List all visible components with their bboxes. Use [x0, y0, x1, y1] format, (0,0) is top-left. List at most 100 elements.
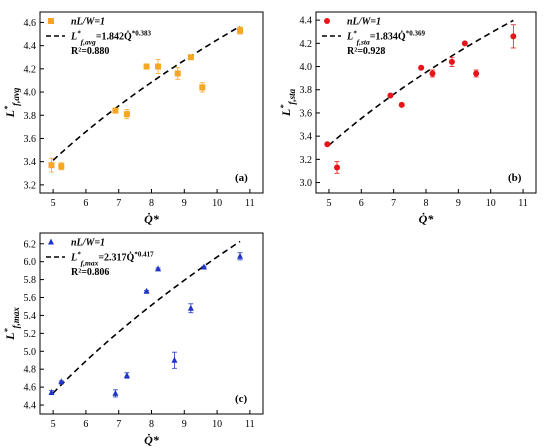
x-tick-label: 9 — [182, 198, 187, 209]
y-tick-label: 4.2 — [300, 39, 313, 50]
x-tick-label: 8 — [424, 198, 429, 209]
x-tick-label: 11 — [245, 419, 255, 430]
legend-series-label: nL/W=1 — [71, 17, 105, 28]
data-point — [461, 40, 468, 47]
data-point — [199, 84, 206, 91]
x-tick-label: 11 — [245, 198, 255, 209]
y-tick-label: 3.8 — [24, 111, 37, 122]
fit-curve — [328, 19, 514, 146]
x-tick-label: 6 — [83, 198, 88, 209]
x-tick-label: 7 — [116, 198, 121, 209]
data-point — [155, 265, 162, 272]
x-tick-label: 5 — [51, 419, 56, 430]
y-tick-label: 3.6 — [24, 134, 37, 145]
y-tick-label: 5.6 — [24, 293, 37, 304]
x-axis-label: Q̇* — [144, 433, 160, 447]
legend-r-squared: R²=0.880 — [71, 46, 109, 57]
fit-curve — [52, 25, 241, 161]
x-axis-label: Q̇* — [419, 212, 435, 226]
data-point — [448, 58, 455, 65]
y-tick-label: 3.6 — [300, 108, 313, 119]
data-point — [237, 27, 244, 34]
y-tick-label: 6.0 — [24, 257, 37, 268]
panel-label: (a) — [235, 172, 248, 184]
data-point — [155, 63, 162, 70]
legend-fit-equation: L*f,avg=1.842Q̇*0.383 — [70, 30, 152, 47]
panel-label: (b) — [508, 172, 522, 184]
y-tick-label: 4.8 — [24, 365, 37, 376]
x-tick-label: 8 — [149, 419, 154, 430]
x-tick-label: 6 — [83, 419, 88, 430]
legend-marker — [48, 18, 54, 24]
x-tick-label: 6 — [359, 198, 364, 209]
fit-curve — [52, 240, 241, 394]
data-point — [429, 70, 436, 77]
data-point — [510, 33, 517, 40]
y-tick-label: 5.2 — [24, 329, 37, 340]
data-point — [58, 163, 65, 170]
data-point — [123, 371, 130, 378]
data-point — [418, 64, 425, 71]
data-point — [187, 304, 194, 311]
legend-marker — [324, 18, 330, 24]
legend-marker — [48, 238, 54, 245]
panel-c: 5 6 7 8 9 10 11 4.4 4.6 4.8 5.0 5.2 5.4 5.6 5.8 6.0 6.2 Q… — [3, 232, 264, 447]
x-tick-label: 10 — [212, 419, 222, 430]
legend-r-squared: R²=0.806 — [71, 267, 109, 278]
data-point — [334, 164, 341, 171]
legend-fit-equation: L*f,sta=1.834Q̇*0.369 — [346, 30, 425, 47]
x-tick-label: 5 — [326, 198, 331, 209]
legend-series-label: nL/W=1 — [347, 17, 381, 28]
data-point — [174, 70, 181, 77]
y-tick-label: 3.4 — [24, 157, 37, 168]
data-point — [58, 378, 65, 385]
y-tick-label: 4.0 — [24, 88, 37, 99]
legend-r-squared: R²=0.928 — [347, 46, 385, 57]
data-point — [237, 252, 244, 259]
y-tick-label: 3.2 — [24, 180, 37, 191]
x-tick-label: 5 — [51, 198, 56, 209]
data-point — [112, 389, 119, 396]
y-tick-label: 4.6 — [24, 18, 37, 29]
data-point — [112, 107, 119, 114]
data-point — [398, 101, 405, 108]
panel-b: 5 6 7 8 9 10 11 3.0 3.2 3.4 3.6 3.8 4.0 4.2 4.4 Q̇* L*f,… — [279, 11, 537, 226]
x-tick-label: 7 — [391, 198, 396, 209]
data-point — [48, 162, 55, 169]
data-point — [171, 356, 178, 363]
x-tick-label: 7 — [116, 419, 121, 430]
y-tick-label: 5.4 — [24, 311, 37, 322]
y-axis-label: L*f,max — [3, 307, 22, 341]
data-point — [200, 263, 207, 270]
y-tick-label: 4.4 — [300, 16, 313, 27]
y-tick-label: 3.0 — [300, 178, 313, 189]
y-tick-label: 4.4 — [24, 401, 37, 412]
y-tick-label: 6.2 — [24, 239, 37, 250]
data-point — [48, 388, 55, 395]
data-point — [123, 111, 130, 118]
data-point — [143, 63, 150, 70]
panel-label: (c) — [235, 393, 248, 405]
y-tick-label: 4.6 — [24, 383, 37, 394]
x-tick-label: 9 — [182, 419, 187, 430]
y-tick-label: 4.0 — [300, 62, 313, 73]
data-point — [387, 92, 394, 99]
x-axis-label: Q̇* — [144, 212, 160, 226]
y-tick-label: 3.8 — [300, 85, 313, 96]
legend-fit-equation: L*f,max=2.317Q̇*0.417 — [70, 251, 154, 268]
y-axis-label: L*f,avg — [3, 87, 22, 118]
y-tick-label: 4.4 — [24, 41, 37, 52]
x-tick-label: 10 — [212, 198, 222, 209]
y-tick-label: 5.8 — [24, 275, 37, 286]
data-point — [187, 54, 194, 61]
x-tick-label: 10 — [486, 198, 496, 209]
data-point — [324, 141, 331, 148]
y-tick-label: 4.2 — [24, 64, 37, 75]
y-tick-label: 3.4 — [300, 132, 313, 143]
panel-a: 5 6 7 8 9 10 11 3.2 3.4 3.6 3.8 4.0 4.2 4.4 4.6 Q̇* L*f,… — [3, 11, 264, 226]
legend-series-label: nL/W=1 — [71, 238, 105, 249]
x-tick-label: 9 — [456, 198, 461, 209]
y-tick-label: 5.0 — [24, 347, 37, 358]
data-point — [473, 70, 480, 77]
